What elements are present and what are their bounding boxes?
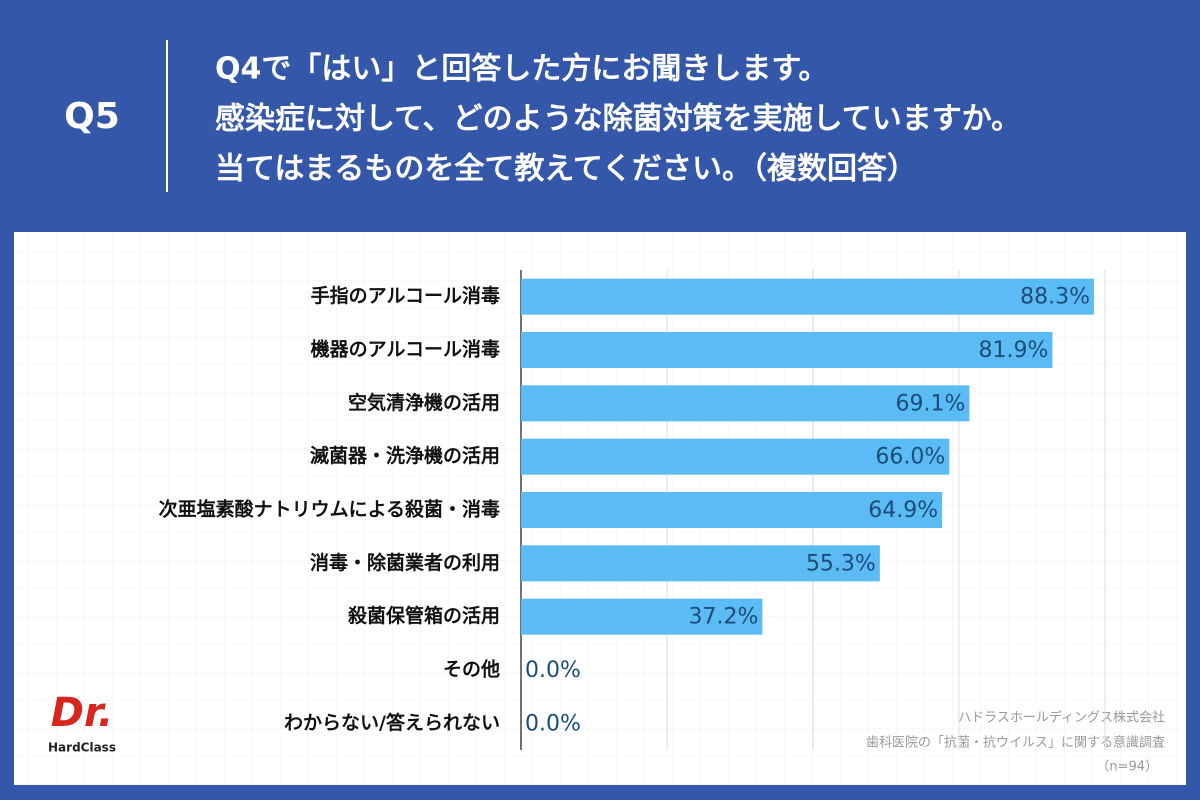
value-label: 0.0%: [525, 711, 581, 736]
value-label: 81.9%: [979, 338, 1049, 363]
category-label: 手指のアルコール消毒: [311, 284, 500, 307]
question-line: 感染症に対して、どのような除菌対策を実施していますか。: [215, 102, 1021, 137]
value-label: 64.9%: [868, 498, 938, 523]
question-label: Q5: [64, 96, 120, 137]
category-label: 消毒・除菌業者の利用: [310, 551, 500, 574]
category-label: 滅菌器・洗浄機の活用: [310, 444, 500, 467]
source: ハドラスホールディングス株式会社: [958, 710, 1165, 726]
value-label: 88.3%: [1020, 285, 1090, 310]
bar: [521, 385, 970, 422]
category-label: 次亜塩素酸ナトリウムによる殺菌・消毒: [159, 498, 500, 521]
category-label: 空気清浄機の活用: [348, 391, 500, 414]
bar: [521, 492, 943, 528]
category-label: 機器のアルコール消毒: [311, 338, 500, 361]
logo-top: Dr.: [51, 690, 113, 736]
value-label: 55.3%: [806, 551, 876, 576]
bar: [521, 438, 950, 475]
bar: [521, 278, 1094, 315]
bar: [521, 598, 763, 635]
category-label: 殺菌保管箱の活用: [347, 604, 500, 627]
category-label: わからない/答えられない: [284, 711, 500, 734]
value-label: 0.0%: [525, 658, 581, 683]
value-label: 69.1%: [895, 391, 965, 416]
logo-bottom: HardClass: [48, 741, 116, 755]
value-label: 37.2%: [688, 605, 758, 630]
question-line: Q4で「はい」と回答した方にお聞きします。: [215, 52, 828, 87]
category-label: その他: [443, 658, 500, 681]
source: 歯科医院の「抗菌・抗ウイルス」に関する意識調査: [866, 735, 1165, 751]
bar: [521, 545, 880, 582]
bar: [521, 332, 1053, 368]
question-line: 当てはまるものを全て教えてください。（複数回答）: [215, 152, 917, 187]
source: （n=94）: [1096, 760, 1158, 775]
value-label: 66.0%: [875, 445, 945, 470]
